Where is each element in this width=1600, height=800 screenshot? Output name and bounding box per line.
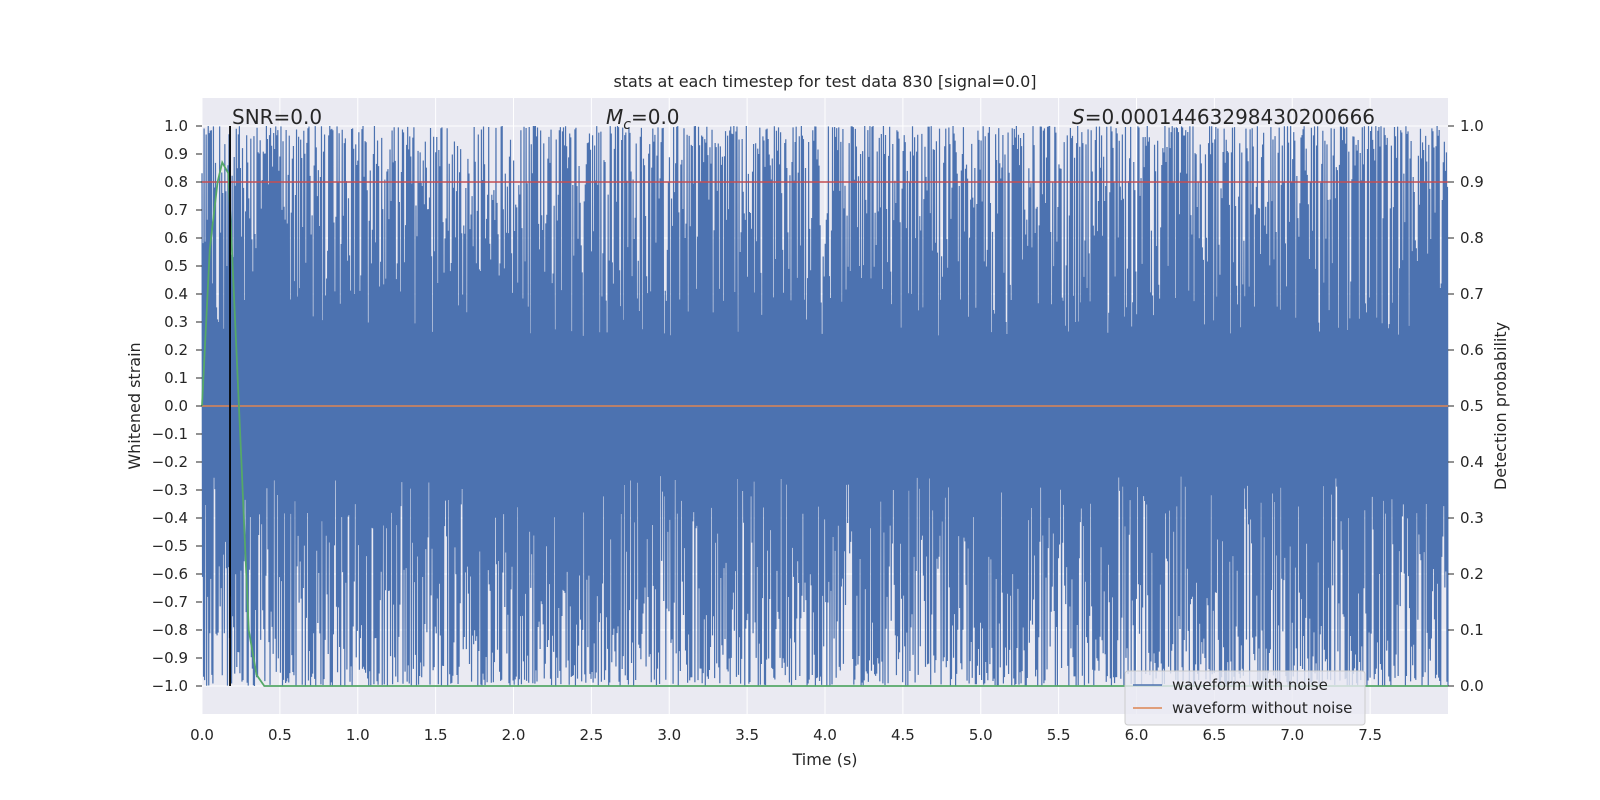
y-left-tick-label: 0.3: [164, 313, 188, 331]
waveform-with-noise-line: [201, 125, 1449, 687]
legend-label-waveform-with-noise: waveform with noise: [1172, 676, 1328, 694]
y-right-tick-label: 0.4: [1460, 453, 1484, 471]
x-tick-label: 4.0: [813, 726, 837, 744]
chirp-mass-annotation: Mc=0.0: [606, 105, 680, 133]
y-right-tick-label: 0.6: [1460, 341, 1484, 359]
y-left-tick-label: −0.3: [152, 481, 188, 499]
y-left-tick-label: −1.0: [152, 677, 188, 695]
y-left-tick-label: −0.6: [152, 565, 188, 583]
x-tick-label: 5.0: [969, 726, 993, 744]
y-left-tick-label: 1.0: [164, 117, 188, 135]
y-right-tick-label: 0.8: [1460, 229, 1484, 247]
s-annotation: S=0.00014463298430200666: [1072, 105, 1375, 129]
x-tick-label: 6.5: [1202, 726, 1226, 744]
x-tick-label: 7.5: [1358, 726, 1382, 744]
legend-label-waveform-without-noise: waveform without noise: [1172, 699, 1352, 717]
y-axis-left-ticks: 1.0 0.9 0.8 0.7 0.6 0.5 0.4 0.3 0.2 0.1 0.0 −0.1 −0.…: [152, 117, 202, 695]
x-tick-label: 3.5: [735, 726, 759, 744]
x-axis-label: Time (s): [791, 750, 857, 769]
x-tick-label: 2.0: [502, 726, 526, 744]
legend-box: [1124, 670, 1366, 726]
y-axis-left-label: Whitened strain: [125, 342, 144, 469]
s-symbol: S: [1072, 105, 1085, 129]
y-left-tick-label: −0.9: [152, 649, 188, 667]
chirp-mass-symbol: M: [606, 105, 623, 129]
x-tick-label: 1.5: [424, 726, 448, 744]
y-right-tick-label: 1.0: [1460, 117, 1484, 135]
y-left-tick-label: 0.6: [164, 229, 188, 247]
series-waveform-with-noise: [201, 125, 1449, 687]
y-left-tick-label: −0.7: [152, 593, 188, 611]
y-left-tick-label: 0.2: [164, 341, 188, 359]
y-right-tick-label: 0.3: [1460, 509, 1484, 527]
y-left-tick-label: −0.2: [152, 453, 188, 471]
y-right-tick-label: 0.0: [1460, 677, 1484, 695]
y-left-tick-label: 0.8: [164, 173, 188, 191]
x-axis-ticks: 0.0 0.5 1.0 1.5 2.0 2.5 3.0 3.5 4.0 4.5 5.0 5.5 6.0 6…: [190, 726, 1382, 744]
y-left-tick-label: −0.1: [152, 425, 188, 443]
detection-probability-line: [201, 159, 1448, 687]
y-right-tick-label: 0.1: [1460, 621, 1484, 639]
x-tick-label: 7.0: [1280, 726, 1304, 744]
y-left-tick-label: 0.4: [164, 285, 188, 303]
y-left-tick-label: −0.5: [152, 537, 188, 555]
x-tick-label: 0.0: [190, 726, 214, 744]
y-right-tick-label: 0.2: [1460, 565, 1484, 583]
x-tick-label: 1.0: [346, 726, 370, 744]
s-value: =0.00014463298430200666: [1085, 105, 1375, 129]
y-left-tick-label: 0.7: [164, 201, 188, 219]
snr-annotation: SNR=0.0: [232, 105, 322, 129]
x-tick-label: 0.5: [268, 726, 292, 744]
series-detection-probability: [201, 159, 1448, 687]
chirp-mass-subscript: c: [623, 117, 631, 133]
y-left-tick-label: 0.1: [164, 369, 188, 387]
y-left-tick-label: −0.4: [152, 509, 188, 527]
y-axis-right-ticks: 1.0 0.9 0.8 0.7 0.6 0.5 0.4 0.3 0.2 0.1 0.0: [1448, 117, 1484, 695]
chirp-mass-value: =0.0: [631, 105, 680, 129]
y-left-tick-label: 0.0: [164, 397, 188, 415]
chart-title: stats at each timestep for test data 830…: [613, 72, 1036, 91]
y-right-tick-label: 0.5: [1460, 397, 1484, 415]
y-axis-right-label: Detection probability: [1491, 322, 1510, 490]
x-tick-label: 2.5: [579, 726, 603, 744]
y-left-tick-label: 0.9: [164, 145, 188, 163]
y-left-tick-label: −0.8: [152, 621, 188, 639]
y-left-tick-label: 0.5: [164, 257, 188, 275]
y-right-tick-label: 0.7: [1460, 285, 1484, 303]
y-right-tick-label: 0.9: [1460, 173, 1484, 191]
legend: waveform with noise waveform without noi…: [1124, 670, 1366, 726]
x-tick-label: 5.5: [1047, 726, 1071, 744]
x-tick-label: 4.5: [891, 726, 915, 744]
x-tick-label: 6.0: [1125, 726, 1149, 744]
x-tick-label: 3.0: [657, 726, 681, 744]
